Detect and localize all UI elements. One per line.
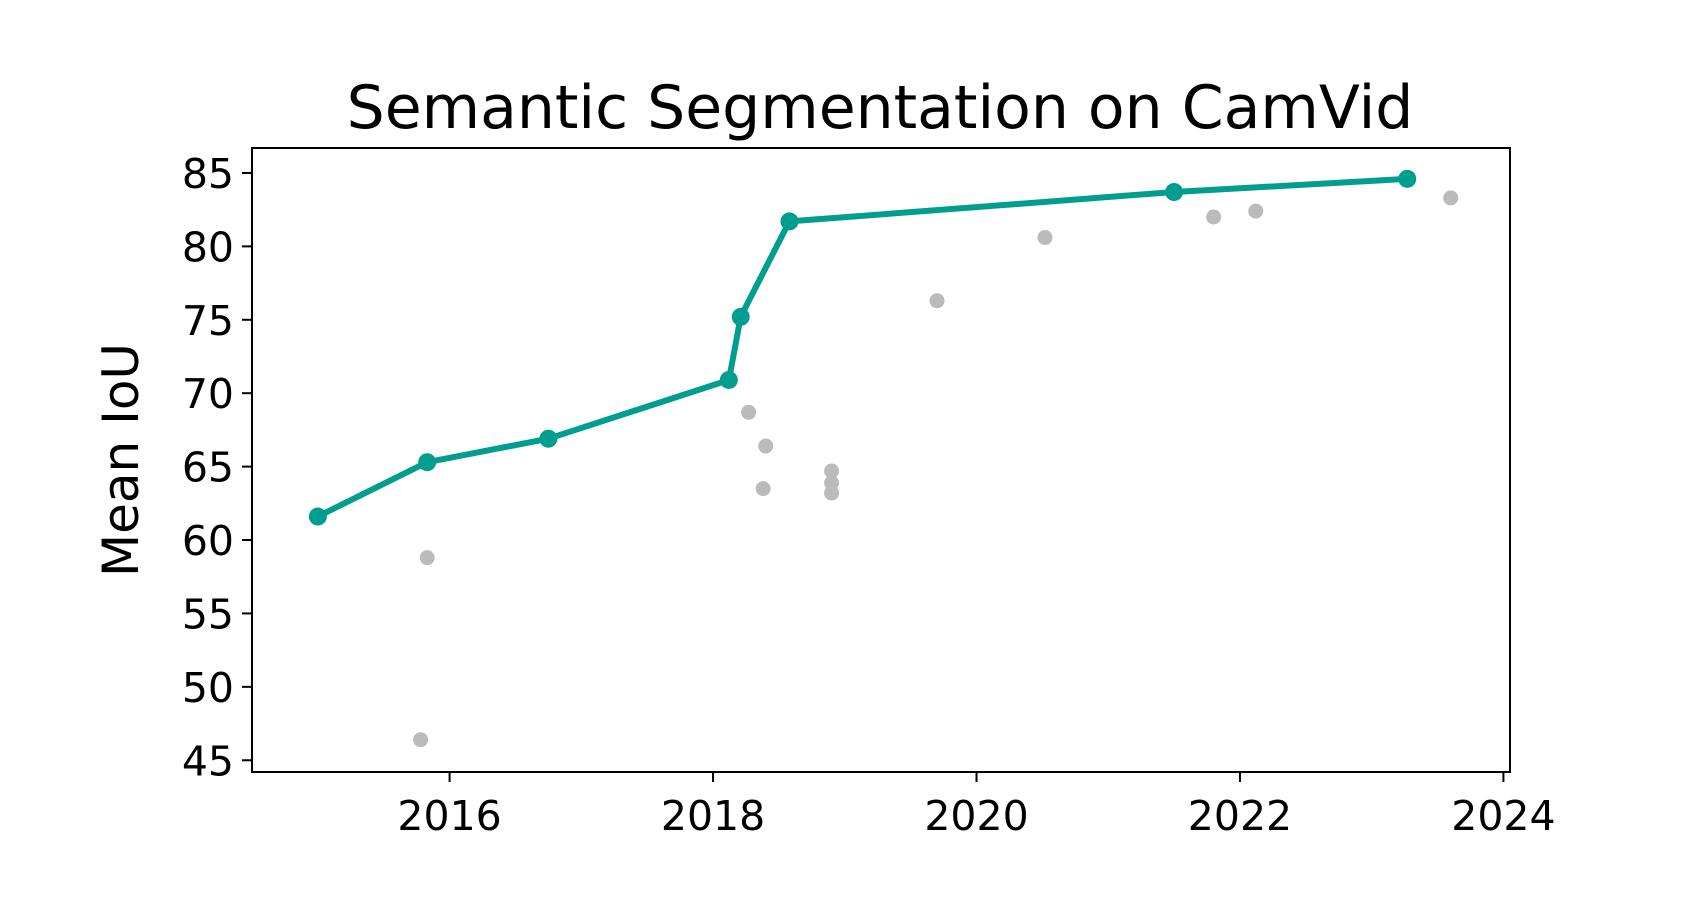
frontier-point [308, 507, 327, 526]
other-result-point [1206, 209, 1222, 225]
frontier-point [731, 307, 750, 326]
chart-title: Semantic Segmentation on CamVid [347, 73, 1414, 143]
other-result-point [1037, 230, 1053, 246]
other-result-point [758, 438, 774, 454]
x-tick-label: 2018 [661, 792, 765, 840]
y-tick-label: 80 [182, 223, 234, 271]
other-result-point [755, 481, 771, 497]
other-result-point [824, 475, 840, 491]
y-tick-label: 55 [182, 590, 234, 638]
frontier-point [719, 370, 738, 389]
y-axis-label: Mean IoU [92, 343, 150, 577]
other-result-point [413, 732, 429, 748]
y-tick-label: 65 [182, 444, 234, 492]
other-result-point [824, 485, 840, 501]
frontier-point [418, 453, 437, 472]
frontier-point [1165, 183, 1184, 202]
y-tick-label: 60 [182, 517, 234, 565]
plot-area: 2016 2018 2020 2022 2024 45 50 55 60 65 70 75 80 85 [182, 147, 1556, 840]
frontier-point [539, 429, 558, 448]
y-tick-label: 50 [182, 664, 234, 712]
frontier-line [314, 175, 1411, 520]
other-result-point [741, 404, 757, 420]
y-tick-label: 75 [182, 297, 234, 345]
frontier-point [780, 212, 799, 231]
y-tick-label: 70 [182, 370, 234, 418]
x-tick-label: 2024 [1451, 792, 1555, 840]
other-result-point [1443, 190, 1459, 206]
x-tick-label: 2022 [1188, 792, 1292, 840]
other-result-point [419, 550, 435, 566]
other-result-point [824, 463, 840, 479]
y-tick-label: 45 [182, 737, 234, 785]
x-tick-label: 2020 [924, 792, 1028, 840]
other-result-point [929, 293, 945, 309]
x-tick-label: 2016 [397, 792, 501, 840]
y-tick-label: 85 [182, 150, 234, 198]
frontier-point [1398, 169, 1417, 188]
other-result-point [1248, 203, 1264, 219]
axes-frame [251, 147, 1511, 773]
